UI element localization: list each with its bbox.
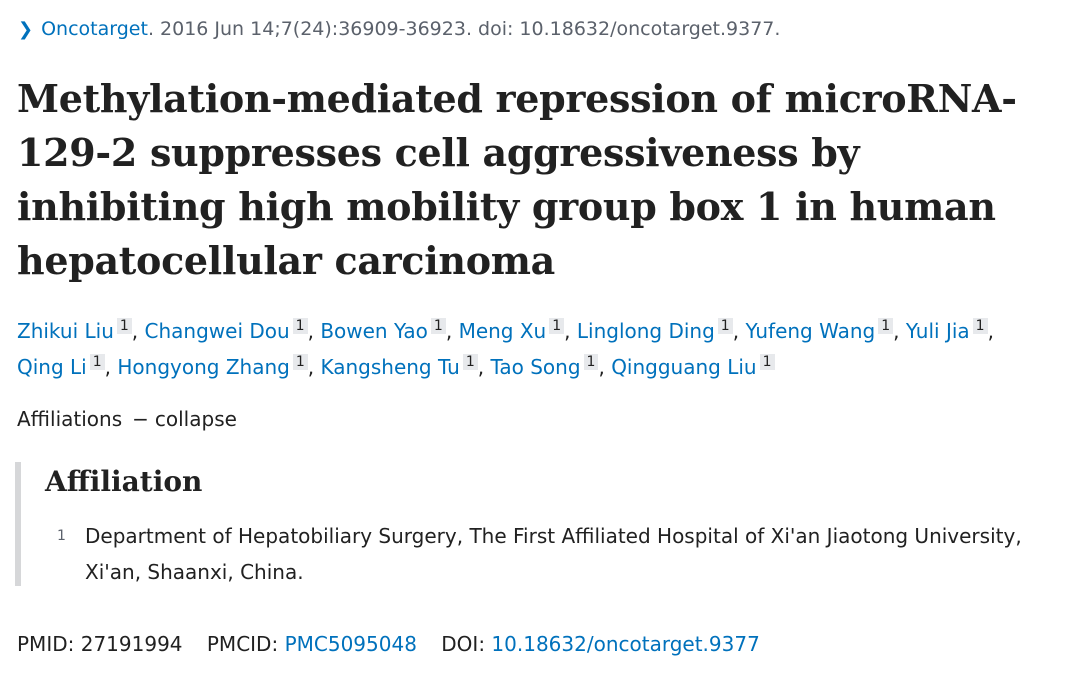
- pmid-value: 27191994: [80, 632, 183, 656]
- author-link[interactable]: Linglong Ding: [576, 319, 715, 343]
- affiliation-number: 1: [57, 528, 66, 544]
- affiliation-ref[interactable]: 1: [292, 318, 308, 334]
- affiliation-ref[interactable]: 1: [116, 318, 132, 334]
- affiliation-ref[interactable]: 1: [972, 318, 988, 334]
- author-link[interactable]: Changwei Dou: [144, 319, 290, 343]
- pmcid-link[interactable]: PMC5095048: [284, 632, 417, 656]
- journal-link[interactable]: Oncotarget: [41, 18, 148, 40]
- affiliation-ref[interactable]: 1: [430, 318, 446, 334]
- author-item: Bowen Yao 1: [320, 318, 446, 343]
- affiliation-ref[interactable]: 1: [89, 354, 105, 370]
- pmcid-label: PMCID:: [206, 632, 279, 656]
- affiliation-ref[interactable]: 1: [878, 318, 894, 334]
- author-item: Qingguang Liu 1: [611, 354, 775, 379]
- doi-link[interactable]: 10.18632/oncotarget.9377: [491, 632, 760, 656]
- affiliation-ref[interactable]: 1: [583, 354, 599, 370]
- affiliation-text: Department of Hepatobiliary Surgery, The…: [85, 524, 1022, 584]
- identifiers-line: PMID: 27191994 PMCID: PMC5095048 DOI: 10…: [17, 629, 760, 659]
- affiliations-panel: Affiliation 1 Department of Hepatobiliar…: [15, 462, 1061, 586]
- author-link[interactable]: Hongyong Zhang: [117, 355, 290, 379]
- author-link[interactable]: Yuli Jia: [905, 319, 970, 343]
- author-item: Yufeng Wang 1: [745, 318, 894, 343]
- author-item: Meng Xu 1: [458, 318, 565, 343]
- author-link[interactable]: Qing Li: [17, 355, 87, 379]
- affiliation-heading: Affiliation: [45, 465, 203, 498]
- pmid-label: PMID:: [17, 632, 75, 656]
- author-link[interactable]: Meng Xu: [458, 319, 547, 343]
- doi-label: DOI:: [441, 632, 486, 656]
- affiliation-ref[interactable]: 1: [549, 318, 565, 334]
- affiliation-ref[interactable]: 1: [462, 354, 478, 370]
- affiliation-ref[interactable]: 1: [759, 354, 775, 370]
- author-item: Yuli Jia 1: [905, 318, 988, 343]
- author-item: Qing Li 1: [17, 354, 105, 379]
- citation-line: ❯ Oncotarget. 2016 Jun 14;7(24):36909-369…: [18, 14, 780, 45]
- affiliations-label: Affiliations: [17, 407, 123, 431]
- chevron-right-icon[interactable]: ❯: [18, 19, 34, 40]
- affiliation-item: 1 Department of Hepatobiliary Surgery, T…: [57, 518, 1057, 590]
- author-link[interactable]: Zhikui Liu: [17, 319, 114, 343]
- author-link[interactable]: Tao Song: [490, 355, 581, 379]
- minus-icon: −: [132, 407, 149, 431]
- author-link[interactable]: Yufeng Wang: [745, 319, 876, 343]
- author-link[interactable]: Qingguang Liu: [611, 355, 757, 379]
- affiliations-toggle[interactable]: Affiliations − collapse: [17, 404, 237, 434]
- author-link[interactable]: Bowen Yao: [320, 319, 428, 343]
- author-item: Linglong Ding 1: [576, 318, 733, 343]
- author-item: Kangsheng Tu 1: [320, 354, 478, 379]
- author-item: Hongyong Zhang 1: [117, 354, 308, 379]
- author-list: Zhikui Liu 1, Changwei Dou 1, Bowen Yao 1, …: [17, 318, 994, 379]
- author-item: Tao Song 1: [490, 354, 599, 379]
- article-title: Methylation-mediated repression of micro…: [17, 76, 1017, 283]
- author-item: Changwei Dou 1: [144, 318, 308, 343]
- citation-details: . 2016 Jun 14;7(24):36909-36923. doi: 10…: [147, 18, 781, 40]
- author-item: Zhikui Liu 1: [17, 318, 132, 343]
- collapse-action[interactable]: collapse: [154, 407, 237, 431]
- affiliation-ref[interactable]: 1: [292, 354, 308, 370]
- affiliation-ref[interactable]: 1: [717, 318, 733, 334]
- author-link[interactable]: Kangsheng Tu: [320, 355, 460, 379]
